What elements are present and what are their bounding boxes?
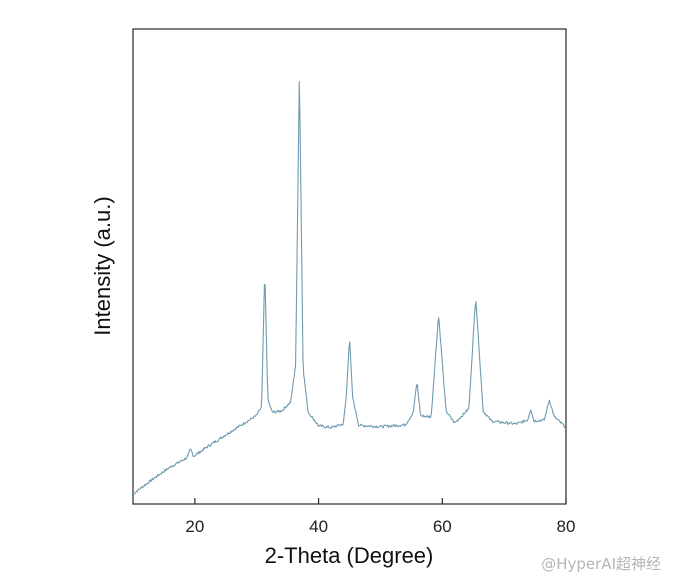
x-axis-label: 2-Theta (Degree)	[265, 543, 434, 568]
x-tick-label-80: 80	[557, 517, 576, 536]
x-tick-label-20: 20	[185, 517, 204, 536]
x-tick-label-40: 40	[309, 517, 328, 536]
series-line	[132, 81, 567, 495]
watermark: @HyperAI超神经	[541, 555, 661, 573]
x-axis-ticks: 20 40 60 80	[185, 498, 575, 536]
y-axis-label: Intensity (a.u.)	[90, 196, 115, 335]
plot-frame	[132, 28, 567, 505]
x-tick-label-60: 60	[433, 517, 452, 536]
